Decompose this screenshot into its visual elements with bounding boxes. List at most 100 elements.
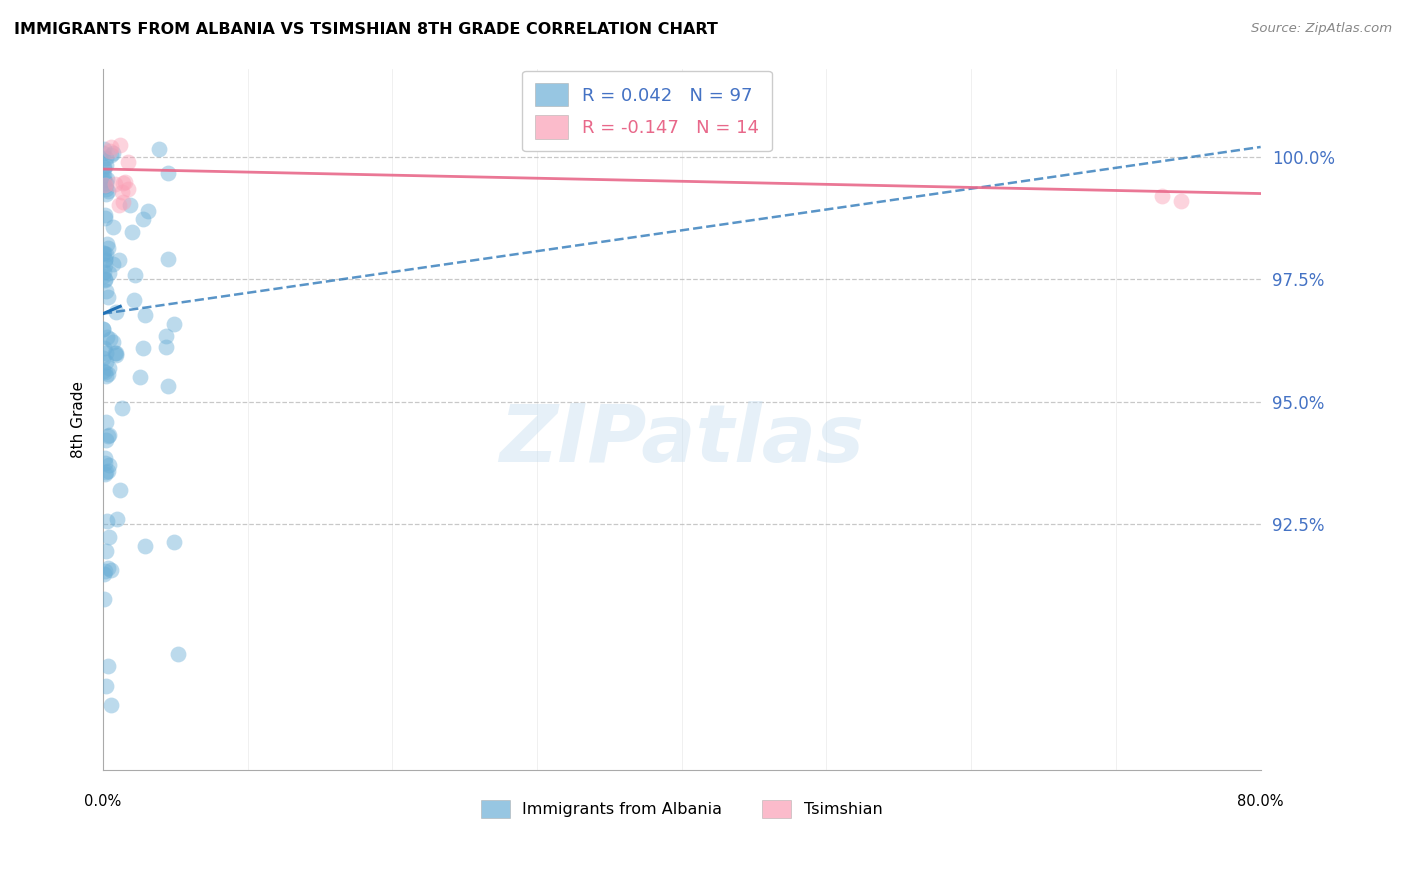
- Point: [91, 351, 114, 365]
- Point: [91, 268, 114, 283]
- Point: [105, 346, 128, 360]
- Point: [108, 198, 131, 212]
- Point: [94, 272, 117, 286]
- Point: [93, 173, 115, 187]
- Point: [100, 140, 122, 154]
- Point: [134, 308, 156, 322]
- Point: [97, 289, 120, 303]
- Point: [114, 175, 136, 189]
- Point: [100, 563, 122, 577]
- Point: [97, 241, 120, 255]
- Point: [108, 483, 131, 497]
- Point: [97, 428, 120, 442]
- Point: [94, 207, 117, 221]
- Point: [131, 341, 153, 355]
- Point: [97, 464, 120, 478]
- Point: [1152, 189, 1174, 203]
- Point: [94, 157, 117, 171]
- Point: [93, 142, 115, 156]
- Point: [107, 512, 129, 526]
- Point: [155, 329, 177, 343]
- Point: [93, 567, 115, 582]
- Point: [96, 171, 118, 186]
- Point: [96, 236, 118, 251]
- Point: [124, 268, 146, 282]
- Point: [94, 253, 117, 268]
- Point: [93, 169, 115, 183]
- Point: [156, 252, 179, 266]
- Point: [101, 257, 124, 271]
- Point: [112, 176, 135, 190]
- Point: [94, 365, 117, 379]
- Point: [112, 195, 135, 210]
- Point: [108, 253, 131, 268]
- Text: Source: ZipAtlas.com: Source: ZipAtlas.com: [1251, 22, 1392, 36]
- Point: [96, 367, 118, 381]
- Y-axis label: 8th Grade: 8th Grade: [72, 381, 86, 458]
- Point: [121, 225, 143, 239]
- Point: [91, 364, 114, 378]
- Point: [98, 266, 121, 280]
- Point: [94, 369, 117, 384]
- Point: [94, 258, 117, 272]
- Point: [94, 450, 117, 465]
- Legend: Immigrants from Albania, Tsimshian: Immigrants from Albania, Tsimshian: [474, 794, 889, 825]
- Point: [1170, 194, 1192, 208]
- Point: [93, 211, 115, 226]
- Point: [117, 155, 139, 169]
- Point: [97, 427, 120, 442]
- Point: [167, 647, 190, 661]
- Point: [97, 659, 120, 673]
- Point: [122, 293, 145, 308]
- Point: [93, 591, 115, 606]
- Point: [132, 212, 155, 227]
- Point: [163, 535, 186, 549]
- Point: [93, 265, 115, 279]
- Point: [94, 151, 117, 165]
- Point: [93, 178, 115, 193]
- Point: [103, 220, 125, 235]
- Text: 80.0%: 80.0%: [1237, 794, 1284, 809]
- Point: [93, 161, 115, 175]
- Text: ZIPatlas: ZIPatlas: [499, 401, 865, 479]
- Point: [93, 342, 115, 356]
- Point: [94, 544, 117, 558]
- Point: [96, 330, 118, 344]
- Point: [136, 203, 159, 218]
- Point: [91, 322, 114, 336]
- Point: [94, 186, 117, 201]
- Point: [134, 539, 156, 553]
- Point: [156, 166, 179, 180]
- Point: [155, 340, 177, 354]
- Point: [97, 560, 120, 574]
- Point: [103, 145, 125, 160]
- Point: [94, 346, 117, 360]
- Point: [94, 467, 117, 481]
- Point: [111, 185, 134, 199]
- Point: [93, 178, 115, 193]
- Point: [94, 680, 117, 694]
- Point: [103, 345, 125, 359]
- Point: [94, 433, 117, 447]
- Point: [93, 162, 115, 177]
- Point: [94, 355, 117, 369]
- Point: [111, 401, 134, 415]
- Point: [148, 142, 170, 156]
- Point: [100, 698, 122, 712]
- Point: [91, 246, 114, 260]
- Point: [94, 176, 117, 190]
- Point: [97, 530, 120, 544]
- Point: [96, 416, 118, 430]
- Point: [91, 321, 114, 335]
- Point: [129, 369, 152, 384]
- Point: [157, 379, 180, 393]
- Point: [94, 252, 117, 266]
- Point: [98, 332, 121, 346]
- Point: [93, 246, 115, 260]
- Point: [94, 247, 117, 261]
- Point: [100, 148, 122, 162]
- Point: [94, 456, 117, 470]
- Point: [96, 515, 118, 529]
- Point: [98, 144, 121, 158]
- Point: [97, 361, 120, 376]
